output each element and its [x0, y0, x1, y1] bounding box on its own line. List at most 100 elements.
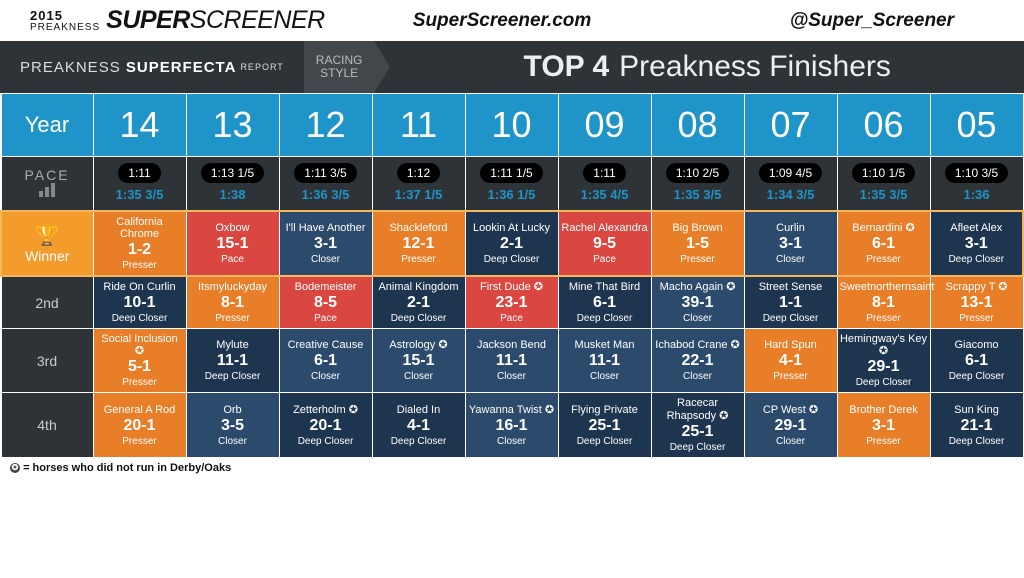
horse-style: Closer	[654, 313, 742, 324]
logo-brand-a: SUPER	[106, 6, 190, 34]
horse-style: Pace	[189, 254, 277, 265]
horse-style: Deep Closer	[561, 436, 649, 447]
pace-pill: 1:11 3/5	[294, 163, 356, 183]
horse-name: Afleet Alex	[933, 222, 1021, 234]
horse-name: Flying Private	[561, 404, 649, 416]
logo-pre: PREAKNESS	[30, 22, 100, 33]
horse-name: Itsmyluckyday	[189, 281, 277, 293]
horse-style: Deep Closer	[282, 436, 370, 447]
horse-name: Creative Cause	[282, 339, 370, 351]
racing-style-tag: RACING STYLE	[304, 41, 375, 93]
horse-odds: 1-1	[747, 294, 835, 312]
horse-odds: 29-1	[840, 358, 928, 376]
horse-style: Closer	[189, 436, 277, 447]
horse-style: Deep Closer	[375, 436, 463, 447]
chevron-icon	[374, 41, 390, 93]
horse-cell: Orb3-5Closer	[186, 393, 279, 457]
horse-cell: Curlin3-1Closer	[744, 211, 837, 276]
horse-cell: Dialed In4-1Deep Closer	[372, 393, 465, 457]
logo-brand-b: SCREENER	[190, 6, 325, 34]
horse-name: Scrappy T ✪	[933, 281, 1021, 293]
pace-cell: 1:09 4/5 1:34 3/5	[744, 157, 837, 212]
year-08: 08	[651, 94, 744, 157]
horse-cell: Ichabod Crane ✪22-1Closer	[651, 329, 744, 393]
horse-cell: Astrology ✪15-1Closer	[372, 329, 465, 393]
horse-style: Pace	[468, 313, 556, 324]
horse-cell: Sun King21-1Deep Closer	[930, 393, 1023, 457]
horse-name: Oxbow	[189, 222, 277, 234]
horse-style: Closer	[747, 254, 835, 265]
horse-odds: 16-1	[468, 417, 556, 435]
year-06: 06	[837, 94, 930, 157]
sub-left-b: SUPERFECTA	[126, 59, 237, 76]
horse-style: Presser	[933, 313, 1021, 324]
horse-style: Presser	[840, 313, 928, 324]
horse-odds: 15-1	[189, 235, 277, 253]
horse-name: Giacomo	[933, 339, 1021, 351]
horse-cell: Hemingway's Key ✪29-1Deep Closer	[837, 329, 930, 393]
year-label: Year	[1, 94, 93, 157]
horse-odds: 11-1	[468, 352, 556, 370]
horse-cell: Creative Cause6-1Closer	[279, 329, 372, 393]
horse-cell: CP West ✪29-1Closer	[744, 393, 837, 457]
horse-cell: Jackson Bend11-1Closer	[465, 329, 558, 393]
horse-odds: 20-1	[282, 417, 370, 435]
horse-name: Big Brown	[654, 222, 742, 234]
horse-name: Rachel Alexandra	[561, 222, 649, 234]
pace-cell: 1:11 1/51:36 1/5	[465, 157, 558, 212]
horse-style: Presser	[189, 313, 277, 324]
horse-name: Sweetnorthernsaint	[840, 281, 928, 293]
horse-cell: Giacomo6-1Deep Closer	[930, 329, 1023, 393]
pace-second: 1:34 3/5	[767, 187, 815, 202]
horse-name: Orb	[189, 404, 277, 416]
horse-odds: 11-1	[189, 352, 277, 370]
horse-style: Closer	[282, 254, 370, 265]
subheader: PREAKNESS SUPERFECTA REPORT RACING STYLE…	[0, 41, 1024, 93]
horse-odds: 13-1	[933, 294, 1021, 312]
horse-style: Deep Closer	[189, 371, 277, 382]
pace-second: 1:36 3/5	[302, 187, 350, 202]
top-bar: 2015 PREAKNESS SUPERSCREENER SuperScreen…	[0, 0, 1024, 41]
horse-name: First Dude ✪	[468, 281, 556, 293]
horse-name: Curlin	[747, 222, 835, 234]
horse-name: Sun King	[933, 404, 1021, 416]
horse-cell: Scrappy T ✪13-1Presser	[930, 276, 1023, 329]
horse-style: Presser	[96, 436, 184, 447]
horse-odds: 9-5	[561, 235, 649, 253]
horse-name: CP West ✪	[747, 404, 835, 416]
pace-pill: 1:11	[583, 163, 625, 183]
horse-cell: Afleet Alex3-1Deep Closer	[930, 211, 1023, 276]
bars-icon	[38, 183, 56, 200]
horse-cell: Mylute11-1Deep Closer	[186, 329, 279, 393]
finishers-table: Year 14131211100908070605 PACE 1:111:35 …	[0, 93, 1024, 458]
horse-name: Racecar Rhapsody ✪	[654, 397, 742, 421]
horse-odds: 3-5	[189, 417, 277, 435]
horse-cell: Rachel Alexandra9-5Pace	[558, 211, 651, 276]
sub-left-c: REPORT	[240, 62, 283, 72]
footnote: ✪ = horses who did not run in Derby/Oaks	[0, 458, 1024, 478]
year-07: 07	[744, 94, 837, 157]
horse-cell: Yawanna Twist ✪16-1Closer	[465, 393, 558, 457]
horse-cell: I'll Have Another3-1Closer	[279, 211, 372, 276]
horse-name: Mine That Bird	[561, 281, 649, 293]
pace-pill: 1:10 1/5	[852, 163, 915, 183]
horse-style: Presser	[375, 254, 463, 265]
horse-name: Dialed In	[375, 404, 463, 416]
horse-odds: 3-1	[933, 235, 1021, 253]
pace-second: 1:38	[219, 187, 245, 202]
horse-name: Hemingway's Key ✪	[840, 333, 928, 357]
horse-odds: 11-1	[561, 352, 649, 370]
horse-odds: 8-1	[840, 294, 928, 312]
year-09: 09	[558, 94, 651, 157]
horse-cell: Street Sense1-1Deep Closer	[744, 276, 837, 329]
horse-style: Deep Closer	[654, 442, 742, 453]
pace-second: 1:37 1/5	[395, 187, 443, 202]
horse-name: Astrology ✪	[375, 339, 463, 351]
pace-label: PACE	[1, 157, 93, 212]
horse-odds: 6-1	[561, 294, 649, 312]
winner-label: 🏆 Winner	[1, 211, 93, 276]
horse-cell: Mine That Bird6-1Deep Closer	[558, 276, 651, 329]
pace-pill: 1:09 4/5	[759, 163, 822, 183]
pace-cell: 1:111:35 4/5	[558, 157, 651, 212]
pace-second: 1:36	[963, 187, 989, 202]
